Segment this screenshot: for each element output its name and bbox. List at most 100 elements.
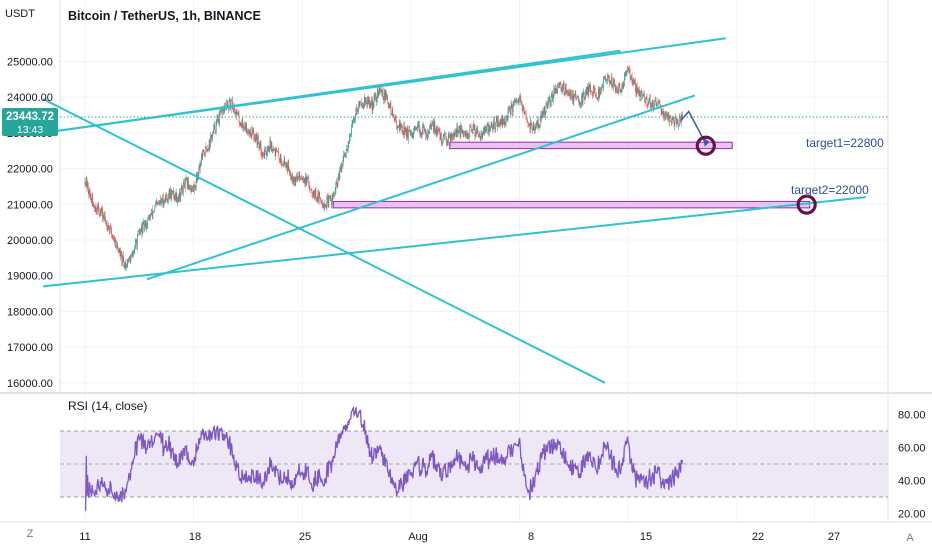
candle-body [411,132,412,135]
target-zones[interactable] [332,141,811,209]
candle-body [638,90,640,93]
trendline-2[interactable] [42,37,727,134]
candle-body [93,206,95,208]
candle-body [284,159,286,165]
candle-body [104,215,106,220]
candle-body [551,93,553,95]
candle-body [270,140,271,149]
candle-body [426,134,427,138]
target-markers[interactable]: target1=22800 target2=22000 [695,135,884,215]
candle-body [380,89,382,91]
auto-scale-button[interactable]: A [906,532,914,544]
candle-body [293,179,295,182]
candle-body [263,152,265,156]
projection-path[interactable] [680,110,707,144]
time-axis[interactable]: 11 18 25 Aug 8 15 22 27 [79,531,840,543]
candle-body [619,84,621,91]
candle-body [409,130,410,131]
candle-body [292,179,294,182]
candle-body [415,127,416,131]
timezone-button[interactable]: Z [27,528,34,540]
candle-body [514,100,516,101]
candle-body [394,117,396,120]
candle-body [243,125,244,128]
candle-body [644,94,645,102]
candle-body [514,100,515,102]
candle-body [335,181,337,191]
symbol-title[interactable]: Bitcoin / TetherUS, 1h, BINANCE [68,9,261,23]
price-tick-label: 19000.00 [7,271,53,283]
candle-body [217,116,218,120]
candle-body [595,94,597,97]
candle-body [636,86,638,92]
candle-body [641,91,643,97]
candle-body [122,255,123,264]
candle-body [370,103,372,107]
candle-body [455,132,457,134]
candle-body [581,95,583,104]
trendline-3[interactable] [42,98,606,384]
candle-body [123,261,125,263]
trend-lines[interactable] [42,37,866,384]
candle-body [602,87,604,88]
candle-body [356,110,358,112]
trendline-4[interactable] [146,94,696,281]
candle-body [381,89,383,95]
candle-body [349,136,350,144]
candle-body [263,152,264,154]
candle-body [441,143,443,144]
price-candles [84,65,683,271]
candle-body [568,93,570,96]
trendline-5[interactable] [42,196,866,288]
candle-body [133,251,134,255]
target2-circle[interactable] [796,194,817,215]
candle-body [643,94,645,96]
candle-body [246,124,247,132]
candle-body [371,98,372,107]
candle-body [600,90,601,95]
candle-body [629,69,630,73]
candle-body [325,205,327,208]
rsi-tick-label: 20.00 [898,509,926,521]
candle-body [459,126,460,130]
rsi-pane: RSI (14, close) [60,399,888,511]
candle-body [550,104,551,106]
candle-body [126,262,128,266]
candle-body [563,83,565,93]
candle-body [276,151,278,152]
candle-body [94,207,95,212]
target1-circle[interactable] [695,135,716,156]
candle-body [252,129,253,132]
rsi-tick-label: 40.00 [898,476,926,488]
candle-body [226,101,227,106]
candle-body [155,204,156,206]
candle-body [581,95,582,104]
candle-body [409,130,411,135]
candle-body [552,93,553,102]
candle-body [119,249,121,256]
candle-body [453,132,455,137]
candle-body [226,101,228,105]
candle-body [635,82,636,88]
candle-body [430,125,431,129]
candle-body [395,117,396,120]
target-zone-2[interactable] [332,200,811,209]
candle-body [149,216,150,221]
candle-body [488,127,490,135]
projection-arrow[interactable] [680,110,710,147]
candle-body [231,99,233,101]
candle-body [326,199,328,208]
candle-body [230,100,231,110]
candle-body [601,87,602,90]
candle-body [659,102,661,108]
candle-body [614,86,616,90]
candle-body [556,87,557,93]
price-axis[interactable]: 16000.00 17000.00 18000.00 19000.00 20000.00… [7,57,53,390]
candle-body [269,151,270,152]
candle-body [412,133,414,138]
candle-body [639,92,641,98]
target1-label: target1=22800 [806,136,884,150]
rsi-title[interactable]: RSI (14, close) [68,399,147,413]
target-zone-1[interactable] [449,141,733,150]
